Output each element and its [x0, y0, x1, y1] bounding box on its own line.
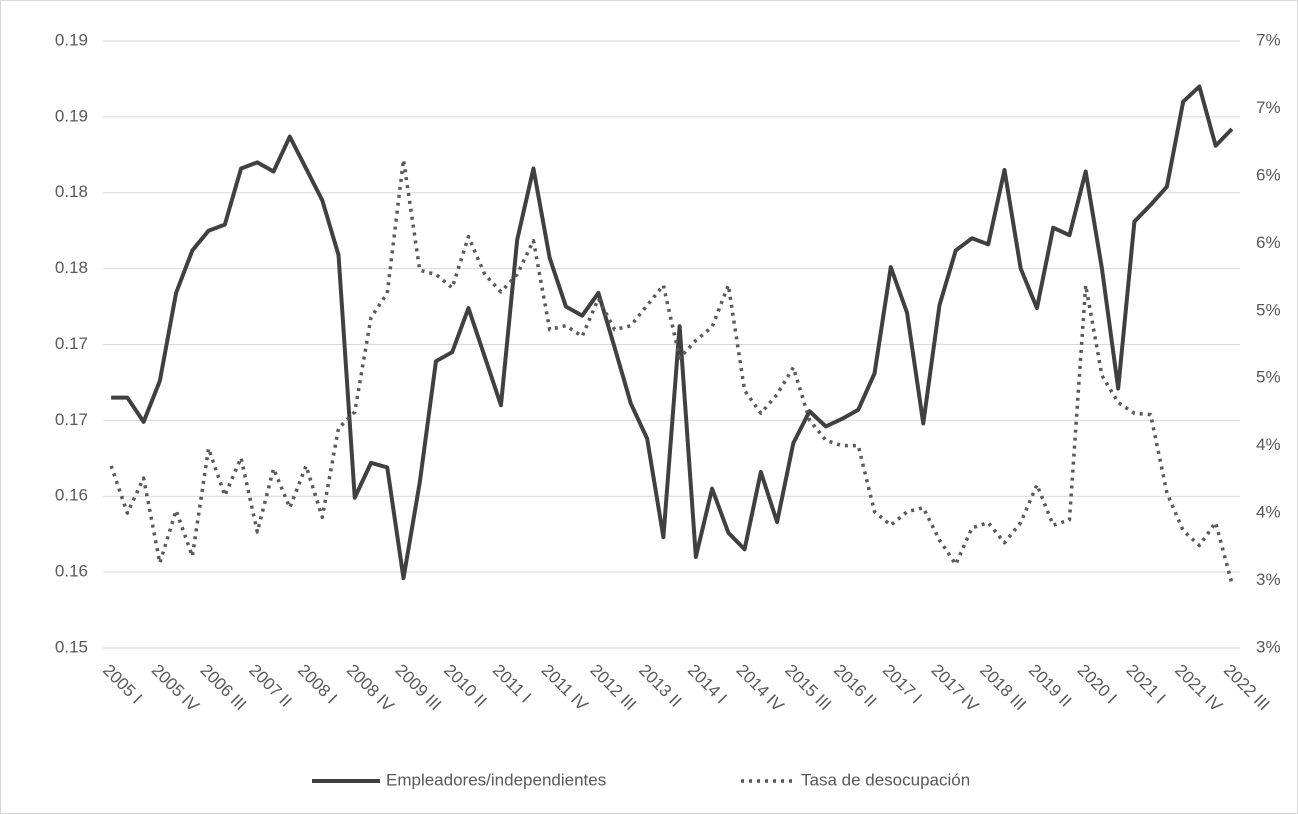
y-tick-label: 0.19: [55, 30, 88, 49]
y-tick-label: 0.18: [55, 182, 88, 201]
y-tick-label: 0.17: [55, 410, 88, 429]
legend-label: Empleadores/independientes: [386, 770, 606, 789]
series-line: [109, 157, 1234, 584]
y2-tick-label: 7%: [1256, 98, 1281, 117]
y2-tick-label: 4%: [1256, 503, 1281, 522]
y2-tick-label: 4%: [1256, 435, 1281, 454]
y2-tick-label: 7%: [1256, 30, 1281, 49]
y2-tick-label: 5%: [1256, 368, 1281, 387]
y-tick-label: 0.19: [55, 106, 88, 125]
y2-tick-label: 3%: [1256, 570, 1281, 589]
y2-tick-label: 6%: [1256, 233, 1281, 252]
y-tick-label: 0.15: [55, 637, 88, 656]
y-tick-label: 0.18: [55, 258, 88, 277]
series-line: [111, 84, 1234, 581]
y2-tick-label: 5%: [1256, 300, 1281, 319]
y-tick-label: 0.16: [55, 562, 88, 581]
y2-tick-label: 3%: [1256, 637, 1281, 656]
y-tick-label: 0.16: [55, 486, 88, 505]
legend-label: Tasa de desocupación: [801, 770, 970, 789]
y2-tick-label: 6%: [1256, 165, 1281, 184]
y-tick-label: 0.17: [55, 334, 88, 353]
